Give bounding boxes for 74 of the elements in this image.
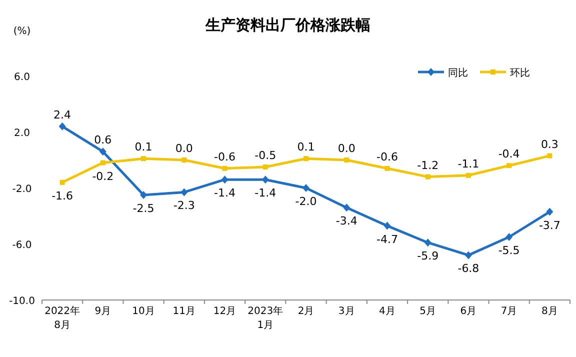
point [506, 163, 512, 168]
data-label: 0.1 [297, 140, 315, 154]
data-label: -5.9 [417, 250, 439, 263]
x-tick-label: 2022年 8月 [44, 305, 80, 331]
data-label: -1.6 [52, 189, 74, 202]
point [506, 233, 513, 241]
point [182, 158, 187, 162]
y-axis-title: (%) [13, 26, 31, 37]
data-label: -1.4 [214, 186, 236, 200]
y-tick-label: -2.0 [12, 184, 32, 195]
data-label: -2.5 [132, 202, 154, 215]
data-label: -0.2 [92, 170, 114, 183]
y-tick-label: -10.0 [9, 296, 35, 307]
point [304, 156, 308, 162]
x-tick-label: 3月 [338, 306, 355, 317]
data-label: -2.0 [295, 195, 317, 208]
data-label: -0.6 [376, 150, 398, 164]
point [262, 164, 268, 170]
chart-title: 生产资料出厂价格涨跌幅 [204, 16, 370, 34]
legend-label: 环比 [510, 67, 530, 79]
data-label: -5.5 [498, 244, 520, 257]
x-tick-label: 2月 [298, 306, 314, 317]
data-label: -2.3 [173, 199, 195, 212]
point [100, 160, 106, 166]
x-tick-label: 2023年 1月 [248, 305, 284, 331]
point [547, 153, 552, 158]
y-tick-label: -6.0 [12, 240, 32, 251]
data-label: 0.0 [338, 142, 356, 155]
point [141, 156, 146, 162]
x-tick-label: 11月 [172, 306, 196, 317]
x-tick-label: 8月 [542, 306, 558, 317]
data-label: -1.4 [254, 186, 276, 200]
point [343, 204, 350, 212]
data-label: 2.4 [54, 108, 72, 122]
data-label: -3.4 [336, 214, 358, 228]
data-label: -0.5 [254, 149, 276, 162]
legend-label: 同比 [448, 67, 468, 79]
point [99, 148, 106, 156]
x-tick-label: 9月 [94, 306, 112, 317]
y-tick-label: 2.0 [14, 128, 30, 139]
data-label: -0.6 [214, 150, 236, 164]
point [221, 176, 228, 184]
data-label: -0.4 [498, 148, 520, 161]
data-label: -4.7 [376, 232, 398, 246]
point [60, 180, 65, 185]
data-label: -1.2 [417, 158, 439, 172]
x-tick-label: 6月 [460, 306, 477, 317]
point [262, 176, 269, 184]
x-tick-label: 7月 [500, 306, 518, 317]
x-tick-label: 10月 [132, 306, 155, 317]
point [546, 208, 554, 216]
data-label: 0.1 [134, 140, 152, 154]
point [140, 191, 148, 199]
point [425, 174, 430, 180]
data-label: -6.8 [458, 262, 480, 276]
data-label: -1.1 [458, 157, 480, 170]
data-label: 0.6 [94, 134, 112, 147]
data-label: 0.3 [540, 138, 558, 151]
point [466, 172, 471, 178]
x-tick-label: 4月 [379, 306, 396, 317]
point [344, 158, 350, 162]
point [222, 166, 228, 171]
data-label: 0.0 [175, 142, 193, 155]
point [384, 222, 391, 230]
point [464, 251, 472, 260]
x-tick-label: 12月 [213, 306, 236, 317]
point [58, 122, 66, 130]
point [384, 166, 390, 171]
data-label: -3.7 [538, 218, 560, 232]
x-tick-label: 5月 [420, 306, 436, 317]
y-tick-label: 6.0 [14, 72, 30, 83]
point [424, 238, 432, 247]
point [302, 184, 310, 192]
point [180, 188, 188, 196]
